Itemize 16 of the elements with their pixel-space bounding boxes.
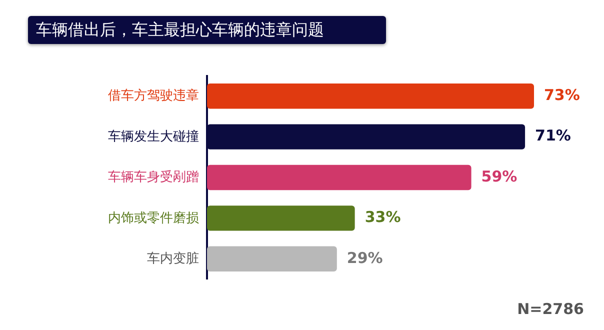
y-tick-label: 内饰或零件磨损	[108, 210, 199, 225]
text: N=2786	[517, 300, 584, 318]
bar	[207, 164, 472, 190]
chart-title: 车辆借出后，车主最担心车辆的违章问题	[28, 16, 386, 44]
y-tick-label: 借车方驾驶违章	[108, 88, 199, 103]
data-label: 33%	[364, 208, 401, 226]
bar	[207, 206, 355, 231]
data-label: 29%	[346, 248, 383, 267]
data-label: 71%	[535, 126, 571, 145]
data-label: 73%	[544, 86, 580, 104]
y-tick-label: 车辆发生大碰撞	[108, 128, 199, 144]
y-tick-label: 车辆车身受剐蹭	[108, 169, 199, 184]
data-label: 59%	[481, 167, 518, 186]
y-tick-label: 车内变脏	[147, 250, 199, 266]
bar	[207, 84, 534, 109]
bar	[207, 246, 337, 272]
